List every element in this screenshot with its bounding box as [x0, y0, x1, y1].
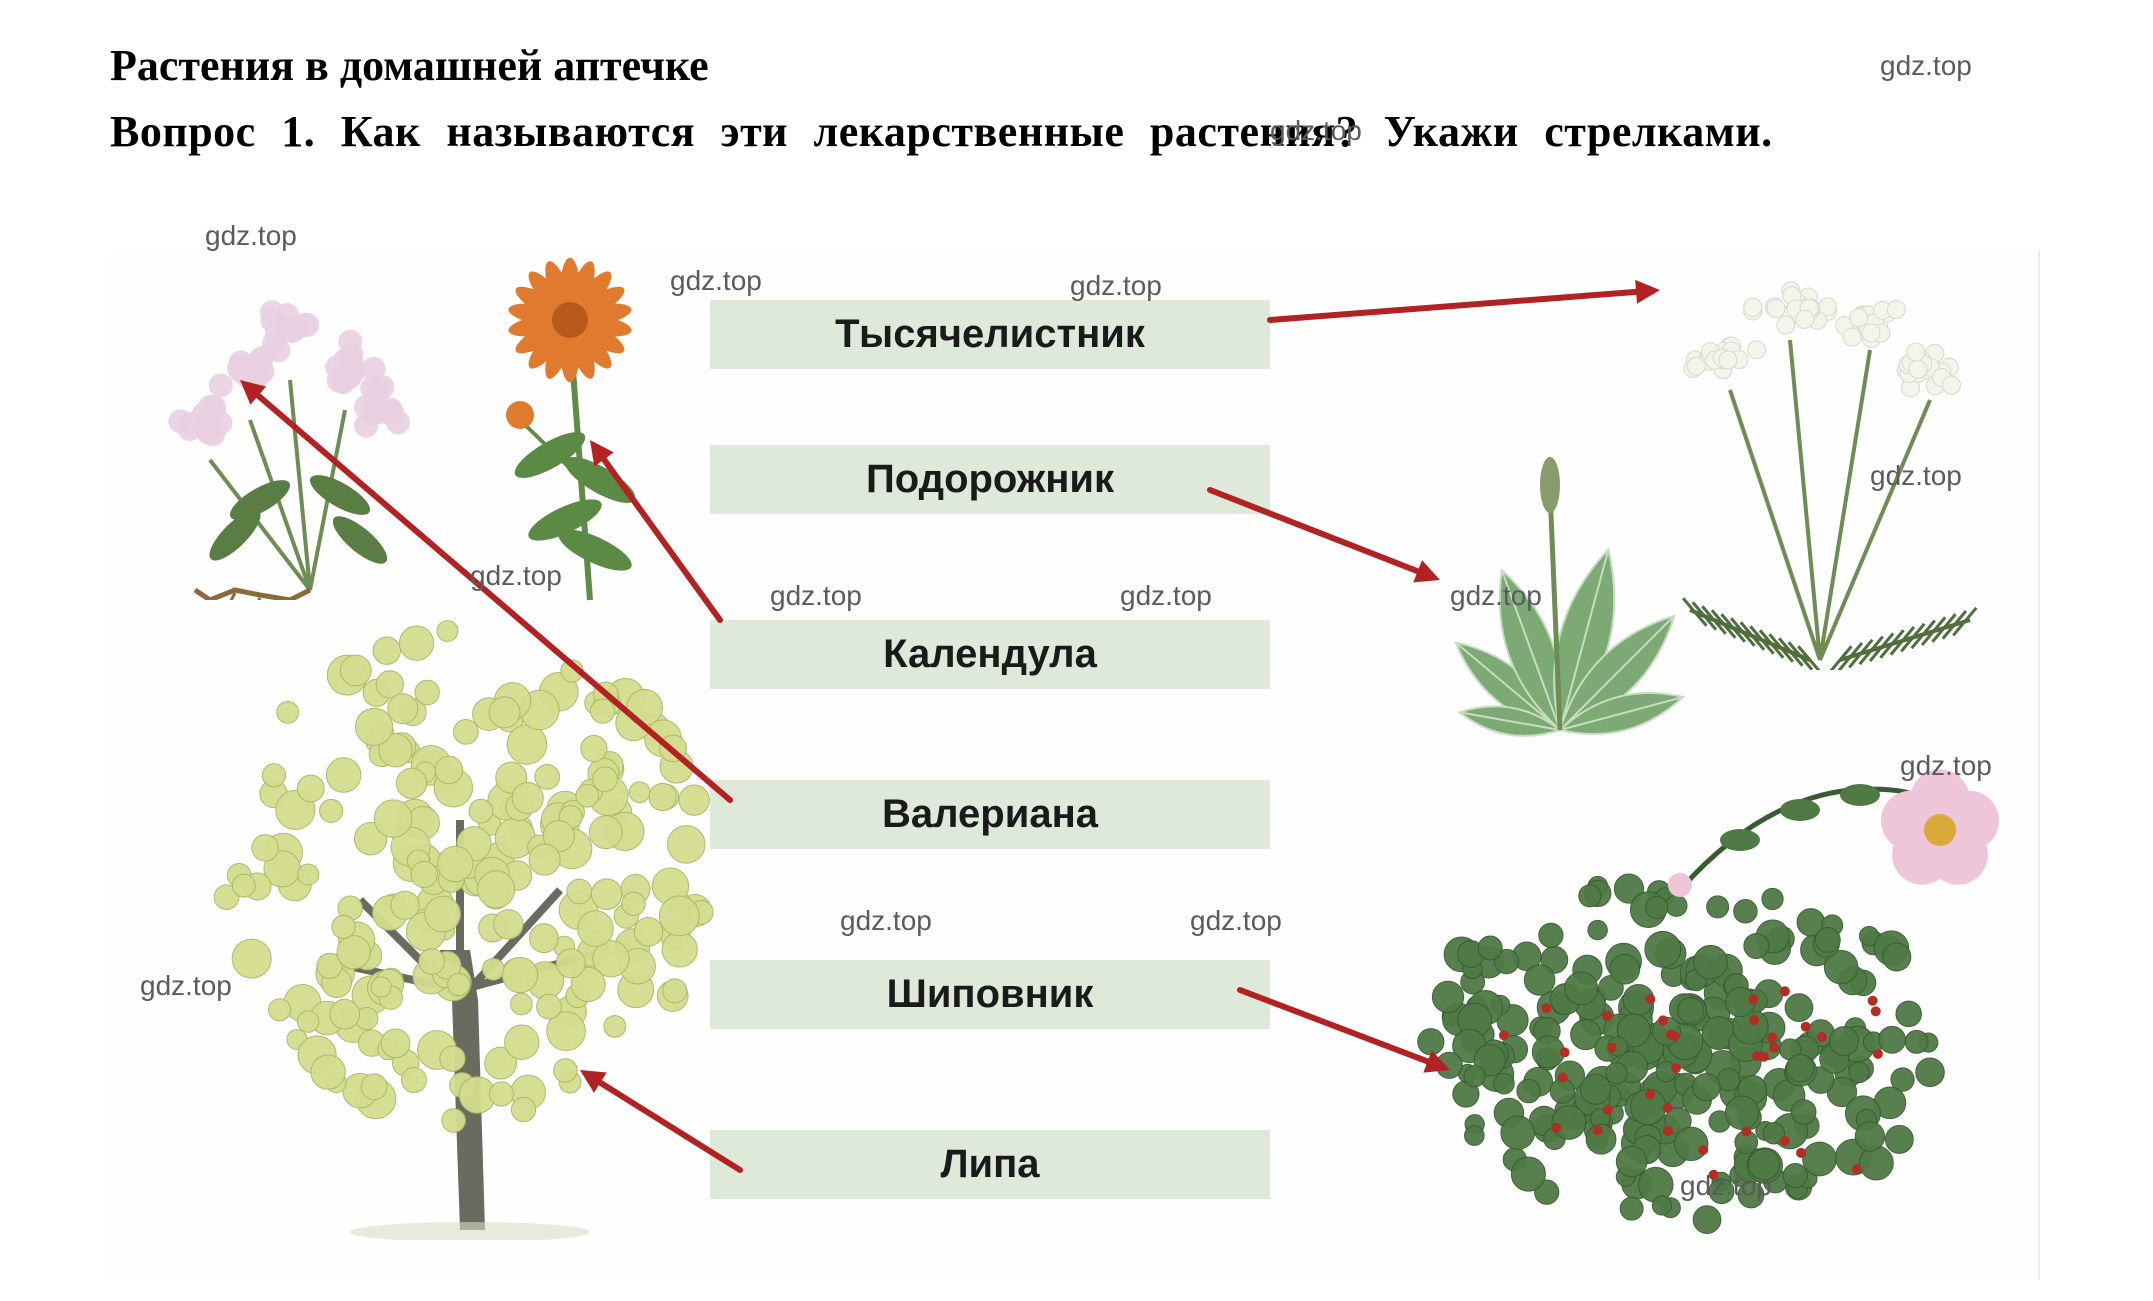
watermark: gdz.top	[770, 580, 862, 612]
header-block: Растения в домашней аптечке Вопрос 1. Ка…	[0, 0, 2153, 175]
watermark: gdz.top	[840, 905, 932, 937]
watermark: gdz.top	[1070, 270, 1162, 302]
label-linden: Липа	[710, 1130, 1270, 1199]
question-text: Вопрос 1. Как называются эти лекарственн…	[110, 99, 2043, 165]
watermark: gdz.top	[1120, 580, 1212, 612]
page-title: Растения в домашней аптечке	[110, 40, 2043, 91]
label-calendula: Календула	[710, 620, 1270, 689]
diagram-area: Тысячелистник Подорожник Календула Валер…	[110, 250, 2040, 1280]
label-yarrow: Тысячелистник	[710, 300, 1270, 369]
label-rosehip: Шиповник	[710, 960, 1270, 1029]
watermark: gdz.top	[1190, 905, 1282, 937]
plant-calendula	[450, 250, 710, 610]
plant-plantain	[1410, 430, 1710, 760]
plant-linden	[210, 620, 730, 1240]
label-plantain: Подорожник	[710, 445, 1270, 514]
plant-valeriana	[140, 260, 460, 600]
plant-rosehip	[1380, 720, 2020, 1240]
label-valeriana: Валериана	[710, 780, 1270, 849]
watermark: gdz.top	[205, 220, 297, 252]
